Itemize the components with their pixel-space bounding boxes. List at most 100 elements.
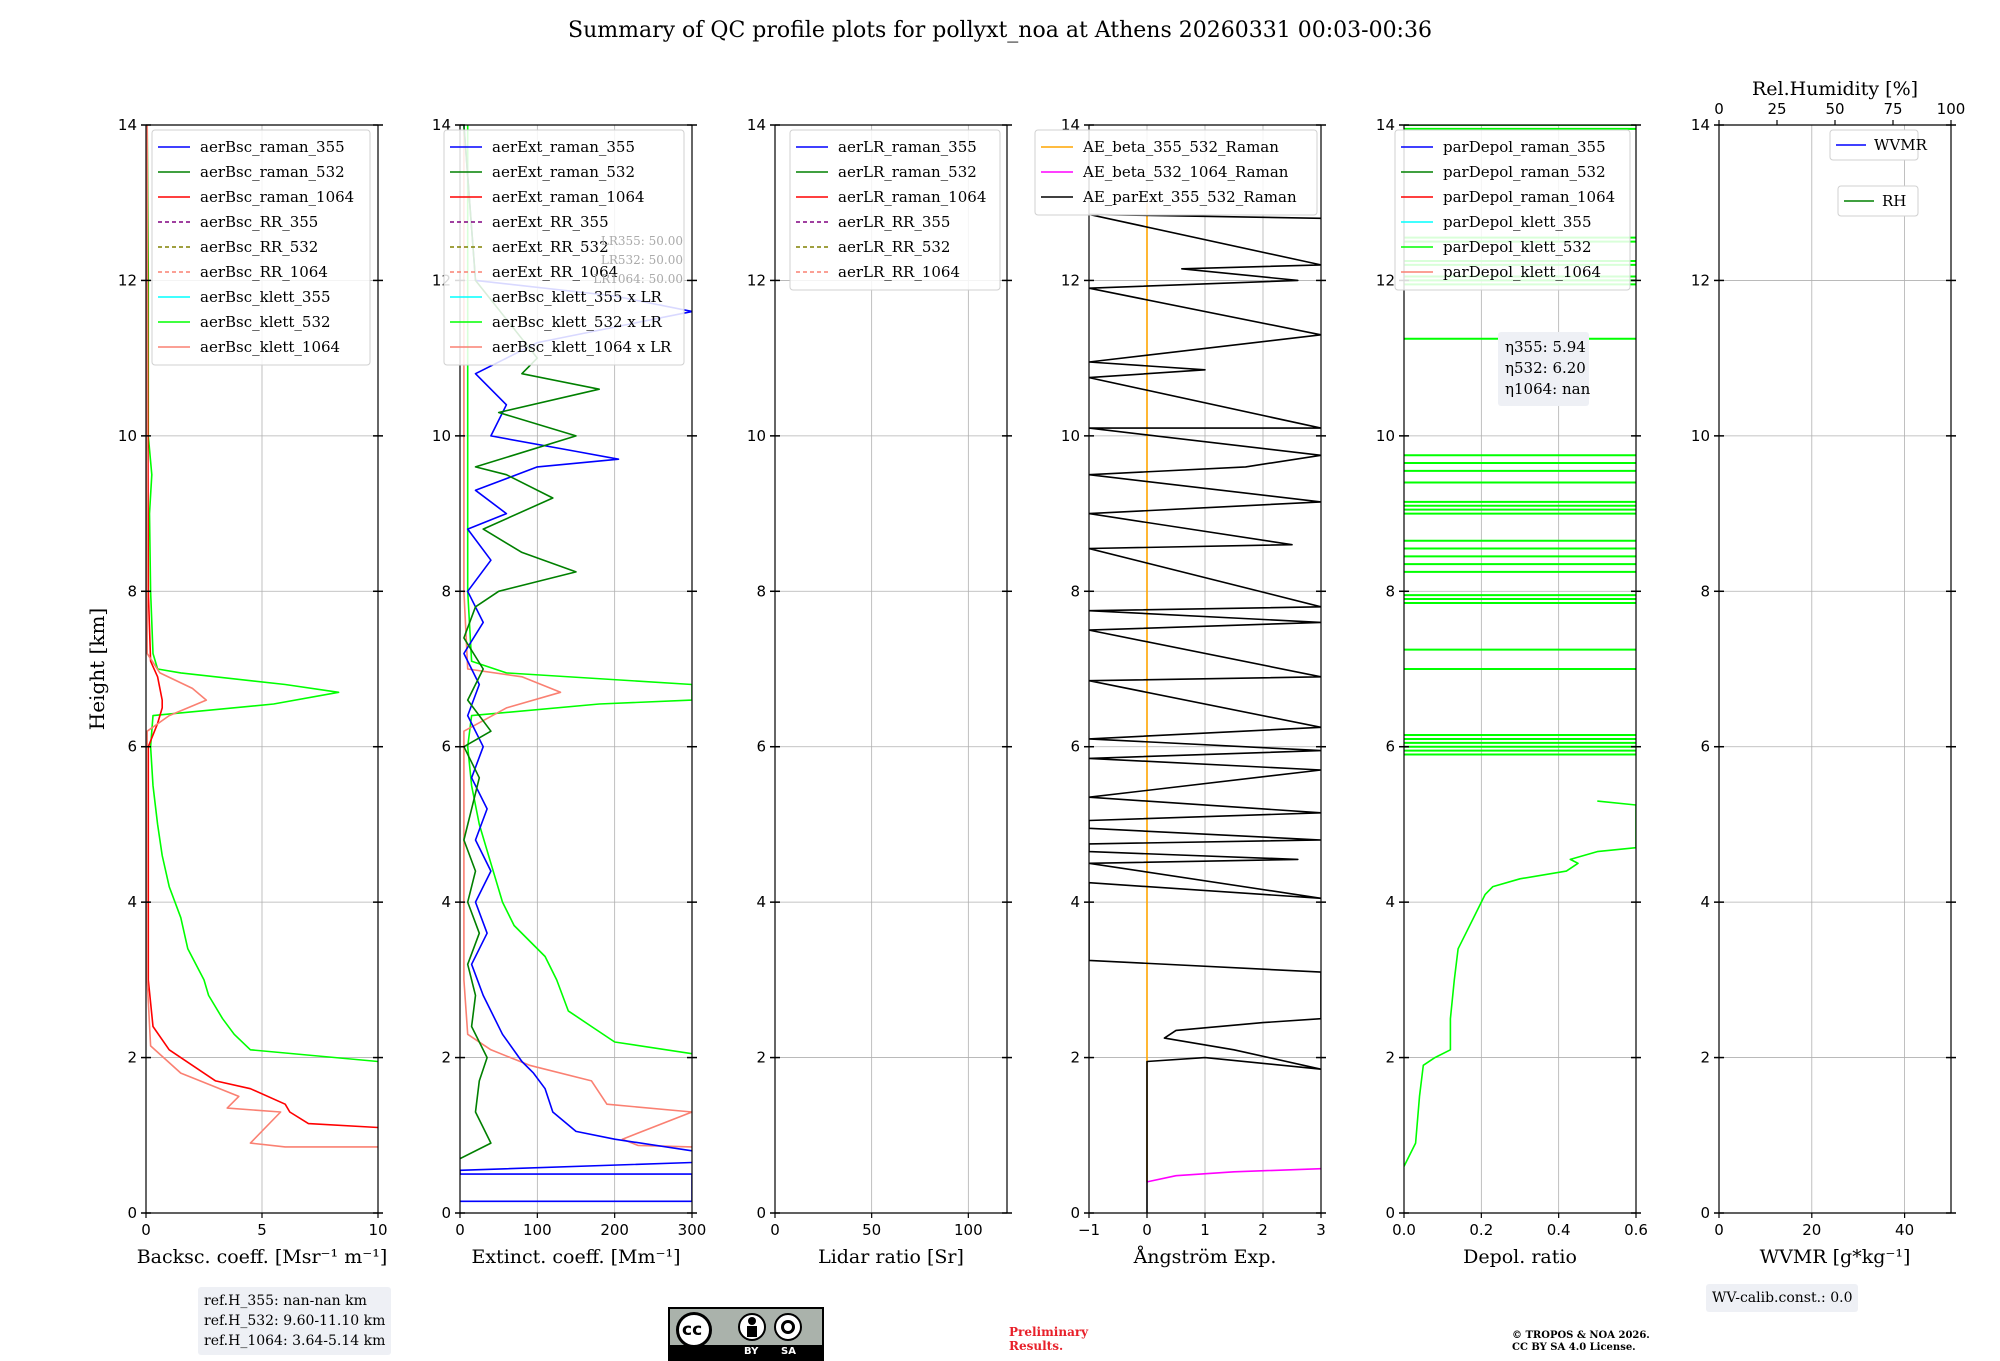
ytick-label: 10: [1691, 427, 1710, 445]
ytick-label: 14: [432, 116, 451, 134]
xtick-label: 0.6: [1624, 1221, 1648, 1239]
eta-annotation: η532: 6.20: [1505, 359, 1586, 377]
panel-backscatter: 0 2 4 6 8 10 12 14 0 5 10 Backsc. coeff. [Msr⁻¹ m⁻¹…: [118, 116, 388, 1268]
ytick-label: 4: [1700, 893, 1710, 911]
legend-label: aerBsc_klett_1064: [200, 338, 340, 356]
figure-title: Summary of QC profile plots for pollyxt_…: [568, 18, 1432, 43]
xtick-label: 10: [368, 1221, 387, 1239]
legend-label: aerBsc_klett_355: [200, 288, 331, 306]
legend-label: aerBsc_raman_532: [200, 163, 345, 181]
legend: aerLR_raman_355 aerLR_raman_532 aerLR_rama…: [789, 129, 1001, 291]
xtick-label: 20: [1802, 1221, 1821, 1239]
copyright-line-1: © TROPOS & NOA 2026.: [1512, 1330, 1650, 1341]
series-AE-beta-532-1064-Raman: [1146, 1167, 1321, 1183]
lr-annotation: LR1064: 50.00: [593, 272, 683, 286]
ytick-label: 2: [441, 1049, 451, 1067]
data-lines: [1089, 202, 1321, 1213]
legend: aerExt_raman_355 aerExt_raman_532 aerExt_r…: [443, 129, 685, 366]
legend-label: aerLR_raman_1064: [838, 188, 986, 206]
preliminary-line-1: Preliminary: [1009, 1325, 1089, 1339]
series-aerBsc-klett-1064: [146, 125, 378, 1148]
legend-label: parDepol_klett_532: [1443, 238, 1592, 256]
series-aerExt-raman-532: [460, 125, 600, 1160]
ytick-label: 0: [127, 1204, 137, 1222]
series-AE-parExt-355-532-Raman: [1089, 213, 1321, 1213]
legend-label: parDepol_klett_355: [1443, 213, 1592, 231]
xtick-label: 0.0: [1392, 1221, 1416, 1239]
legend-frame: [1829, 129, 1919, 161]
x-axis-label: Backsc. coeff. [Msr⁻¹ m⁻¹]: [137, 1246, 388, 1268]
ytick-label: 8: [1385, 582, 1395, 600]
xtick-label: 0.2: [1469, 1221, 1493, 1239]
ytick-label: 8: [441, 582, 451, 600]
legend-label: aerExt_RR_1064: [492, 263, 618, 281]
copyright-notice: © TROPOS & NOA 2026. CC BY SA 4.0 Licens…: [1512, 1330, 1650, 1354]
ytick-label: 10: [1061, 427, 1080, 445]
ytick-label: 2: [127, 1049, 137, 1067]
x2tick-label: 0: [1714, 100, 1724, 118]
legend-label: aerBsc_klett_532 x LR: [492, 313, 663, 331]
legend-label: AE_beta_532_1064_Raman: [1082, 163, 1289, 181]
legend-frame: [151, 129, 371, 366]
legend-label: aerBsc_RR_355: [200, 213, 318, 231]
share-alike-arrow: [781, 1320, 795, 1334]
xtick-label: 100: [523, 1221, 552, 1239]
ytick-label: 14: [747, 116, 766, 134]
license-sa-label: SA: [781, 1346, 796, 1357]
eta-box-bg: [1498, 332, 1589, 406]
ytick-label: 12: [1061, 271, 1080, 289]
ytick-label: 6: [756, 738, 766, 756]
legend-frame: [443, 129, 685, 366]
ytick-label: 12: [1376, 271, 1395, 289]
ytick-label: 0: [1070, 1204, 1080, 1222]
ytick-label: 2: [1070, 1049, 1080, 1067]
xtick-label: 2: [1258, 1221, 1268, 1239]
legend-label: AE_parExt_355_532_Raman: [1082, 188, 1297, 206]
ytick-label: 10: [118, 427, 137, 445]
legend-label: aerExt_raman_1064: [492, 188, 645, 206]
ref-height-1064: ref.H_1064: 3.64-5.14 km: [204, 1333, 386, 1349]
ytick-label: 6: [1700, 738, 1710, 756]
legend-label: AE_beta_355_532_Raman: [1082, 138, 1279, 156]
ytick-label: 12: [1691, 271, 1710, 289]
legend-frame: [1394, 129, 1631, 291]
ytick-label: 4: [756, 893, 766, 911]
ytick-label: 6: [1385, 738, 1395, 756]
eta-annotation: η355: 5.94: [1505, 338, 1586, 356]
ytick-label: 0: [1385, 1204, 1395, 1222]
x2-axis-label: Rel.Humidity [%]: [1752, 78, 1918, 100]
copyright-line-2: CC BY SA 4.0 License.: [1512, 1342, 1636, 1353]
eta-box: η355: 5.94 η532: 6.20 η1064: nan: [1498, 332, 1591, 406]
legend-label: aerLR_RR_532: [838, 238, 950, 256]
xtick-label: 1: [1200, 1221, 1210, 1239]
legend-label: aerLR_raman_355: [838, 138, 977, 156]
data-lines: [460, 125, 692, 1203]
ytick-label: 6: [127, 738, 137, 756]
preliminary-notice: Preliminary Results.: [1009, 1325, 1088, 1353]
legend-frame: [789, 129, 1001, 291]
xtick-label: 0: [770, 1221, 780, 1239]
legend-label: parDepol_raman_532: [1443, 163, 1606, 181]
xtick-label: 40: [1895, 1221, 1914, 1239]
legend: aerBsc_raman_355 aerBsc_raman_532 aerBsc_r…: [151, 129, 371, 366]
license-by-label: BY: [744, 1346, 759, 1357]
legend-label: aerBsc_RR_532: [200, 238, 318, 256]
ref-height-532: ref.H_532: 9.60-11.10 km: [204, 1313, 386, 1329]
xtick-label: 0: [455, 1221, 465, 1239]
preliminary-line-2: Results.: [1009, 1339, 1064, 1353]
xtick-label: 0.4: [1547, 1221, 1571, 1239]
ytick-label: 14: [1376, 116, 1395, 134]
legend-label: aerExt_raman_355: [492, 138, 635, 156]
xtick-label: 0: [1142, 1221, 1152, 1239]
x-axis-label: Ångström Exp.: [1133, 1246, 1277, 1268]
ytick-label: 10: [747, 427, 766, 445]
series-aerBsc-klett-532: [146, 125, 378, 1063]
ytick-label: 8: [756, 582, 766, 600]
ytick-label: 8: [127, 582, 137, 600]
cc-logo-text: cc: [682, 1320, 703, 1340]
ytick-label: 4: [1070, 893, 1080, 911]
wv-calibration-text: WV-calib.const.: 0.0: [1712, 1290, 1853, 1306]
ytick-label: 8: [1700, 582, 1710, 600]
